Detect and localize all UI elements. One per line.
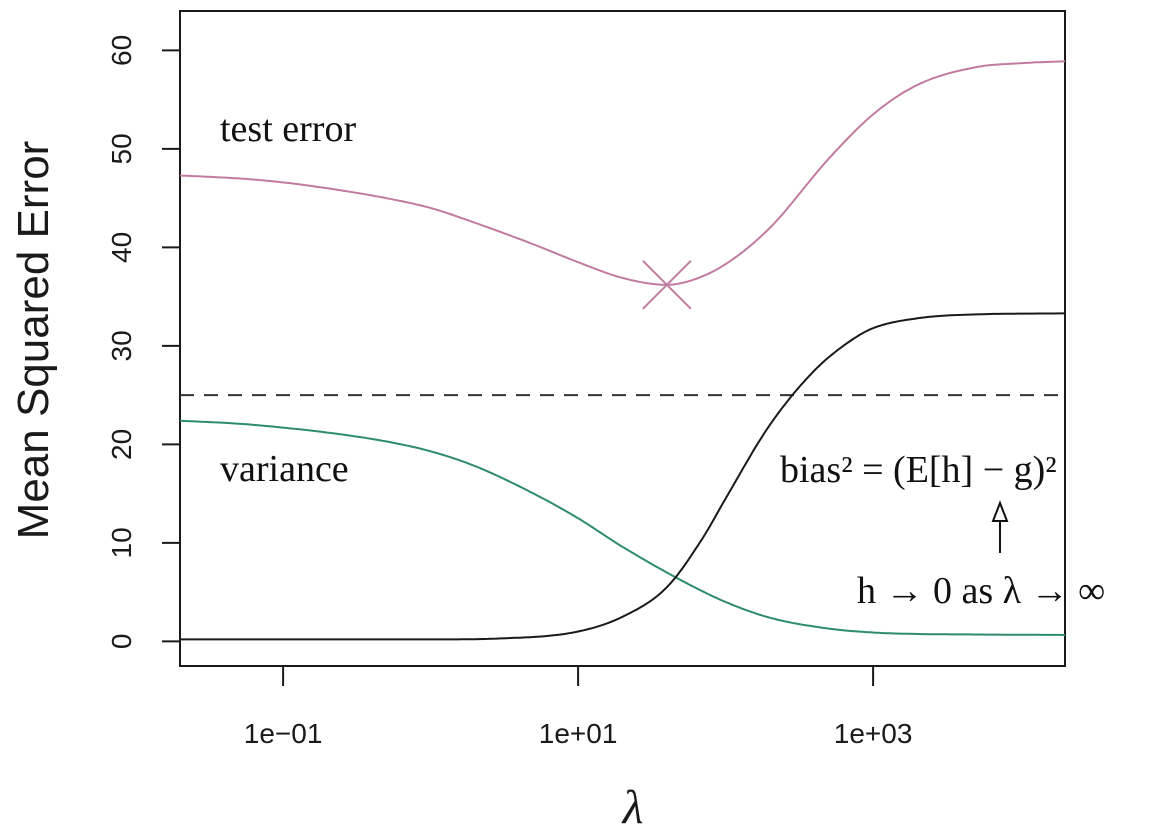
y-tick-label-3: 30: [106, 330, 137, 361]
plot-frame: [179, 10, 1066, 667]
x-tick-label-1: 1e+01: [539, 718, 618, 749]
y-tick-label-5: 50: [106, 133, 137, 164]
y-tick-label-6: 60: [106, 35, 137, 66]
minimum-marker-stroke-2: [642, 260, 692, 310]
marker-layer: [642, 260, 692, 310]
y-axis: 0 10 20 30 40 50 60: [106, 35, 180, 649]
y-axis-title: Mean Squared Error: [9, 141, 58, 540]
series-layer: [179, 60, 1066, 641]
x-tick-label-2: 1e+03: [834, 718, 913, 749]
x-axis: 1e−01 1e+01 1e+03: [244, 666, 913, 749]
bias-formula-label: bias² = (E[h] − g)²: [780, 449, 1057, 491]
limit-note-label: h → 0 as λ → ∞: [857, 570, 1105, 612]
up-arrow-icon: [991, 500, 1009, 553]
y-tick-label-1: 10: [106, 527, 137, 558]
series-line-1: [179, 419, 1066, 636]
x-axis-title: λ: [621, 781, 644, 834]
x-tick-label-0: 1e−01: [244, 718, 323, 749]
test-error-label: test error: [220, 108, 356, 150]
series-line-2: [180, 312, 1065, 641]
minimum-marker: [642, 260, 692, 310]
y-tick-label-4: 40: [106, 232, 137, 263]
y-tick-label-0: 0: [106, 634, 137, 650]
y-tick-label-2: 20: [106, 429, 137, 460]
series-line-0: [179, 60, 1066, 286]
variance-label: variance: [220, 448, 349, 490]
